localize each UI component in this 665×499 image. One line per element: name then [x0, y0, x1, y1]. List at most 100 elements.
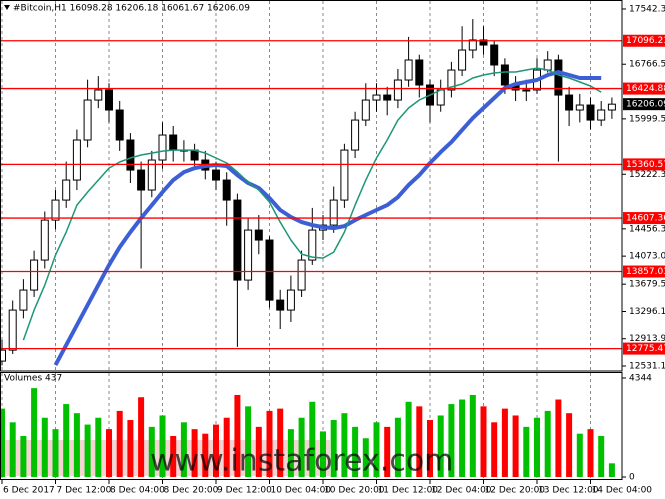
volume-bar	[523, 426, 530, 477]
volume-bar	[9, 422, 16, 477]
x-tick-label: 11 Dec 12:00	[378, 486, 439, 496]
candle-body	[543, 59, 552, 71]
candle-body	[276, 299, 285, 311]
candle-body	[233, 199, 242, 281]
volume-bar	[566, 413, 573, 477]
volume-bar	[534, 417, 540, 477]
level-label-box	[623, 212, 665, 225]
volume-bar	[266, 410, 273, 477]
moving-average	[22, 67, 602, 341]
volume-bar	[598, 435, 605, 477]
volume-bar	[341, 413, 348, 477]
candle-body	[383, 94, 392, 101]
volume-bar	[427, 420, 433, 477]
candle-body	[286, 289, 295, 311]
volume-bar	[73, 413, 80, 477]
volume-bar	[20, 435, 27, 477]
candle-body	[222, 179, 231, 201]
volume-bar	[555, 399, 562, 477]
volume-tick-label: 0	[629, 473, 635, 483]
level-label: 15360.57	[626, 160, 665, 170]
candle-body	[126, 139, 135, 171]
candle-body	[72, 139, 81, 181]
volume-bar	[31, 388, 38, 477]
candle-body	[361, 99, 370, 121]
volume-bar	[501, 408, 508, 477]
candle-body	[308, 229, 317, 261]
candle-body	[436, 89, 445, 106]
x-tick-label: 9 Dec 12:00	[217, 486, 272, 496]
candle-body	[554, 59, 563, 96]
volume-bar	[63, 404, 70, 477]
level-label-box	[623, 158, 665, 171]
candle-body	[575, 104, 584, 111]
candle-body	[415, 59, 424, 86]
volume-tick-label: 4344	[629, 374, 652, 384]
candle-body	[158, 134, 167, 161]
candle-body	[40, 219, 49, 261]
x-tick-label: 8 Dec 20:00	[164, 486, 219, 496]
candle-body	[105, 89, 113, 111]
level-label: 16424.88	[626, 84, 665, 94]
level-label-box	[623, 342, 665, 355]
candle-body	[8, 309, 17, 351]
candle-body	[169, 134, 178, 151]
candle-body	[94, 89, 103, 101]
x-tick-label: 6 Dec 2017	[3, 486, 55, 496]
candle-body	[254, 229, 263, 241]
y-tick-label: 12913.90	[629, 334, 665, 344]
volume-bar	[191, 429, 198, 477]
volume-bar	[159, 415, 166, 477]
volume-bar	[384, 426, 391, 477]
moving-average	[53, 70, 602, 367]
candle-body	[372, 94, 381, 101]
volume-bar	[352, 426, 359, 477]
y-tick-label: 16766.55	[629, 60, 665, 70]
candle-body	[51, 199, 60, 221]
candle-body	[500, 64, 509, 86]
volume-bar	[245, 406, 252, 477]
y-tick-label: 15999.55	[629, 114, 665, 124]
candle-body	[458, 49, 467, 71]
volume-bar	[180, 422, 187, 477]
x-tick-label: 10 Dec 20:00	[324, 486, 385, 496]
volume-bar	[373, 422, 380, 477]
volume-bar	[437, 415, 444, 477]
candle-body	[297, 259, 306, 291]
volume-bar	[416, 406, 423, 477]
chart-title: #Bitcoin,H1 16098.28 16206.18 16061.67 1…	[13, 4, 250, 14]
x-tick-label: 12 Dec 20:00	[485, 486, 546, 496]
volume-bar	[148, 426, 155, 477]
volume-bar	[480, 406, 487, 477]
candle-body	[490, 44, 499, 66]
x-tick-label: 10 Dec 04:00	[271, 486, 332, 496]
candle-body	[19, 289, 28, 311]
candle-body	[147, 159, 156, 191]
volume-bar	[405, 401, 412, 477]
volume-bar	[223, 417, 230, 477]
candle-body	[137, 169, 146, 191]
volume-bar	[298, 417, 305, 477]
x-tick-label: 8 Dec 04:00	[110, 486, 165, 496]
collapse-arrow[interactable]	[4, 5, 10, 10]
volume-bar	[491, 422, 498, 477]
y-tick-label: 14073.04	[629, 252, 665, 262]
y-tick-label: 13296.13	[629, 307, 665, 317]
volume-bar	[362, 438, 369, 477]
level-label: 17096.21	[626, 36, 665, 46]
level-label-box	[623, 265, 665, 278]
volume-bar	[138, 397, 145, 477]
volume-bar	[106, 429, 112, 477]
y-tick-label: 14456.30	[629, 224, 665, 234]
candle-body	[212, 169, 220, 181]
candle-body	[565, 94, 574, 111]
volume-bar	[234, 394, 241, 477]
volume-bar	[608, 463, 615, 477]
candle-body	[0, 349, 6, 362]
x-tick-label: 14 Dec 04:00	[592, 486, 653, 496]
volume-bar	[469, 394, 476, 477]
overlay-layer: 6 Dec 2017 7 Dec 12:008 Dec 04:008 Dec 20…	[1, 4, 665, 496]
volume-bar	[544, 410, 551, 477]
volume-bar	[170, 435, 177, 477]
